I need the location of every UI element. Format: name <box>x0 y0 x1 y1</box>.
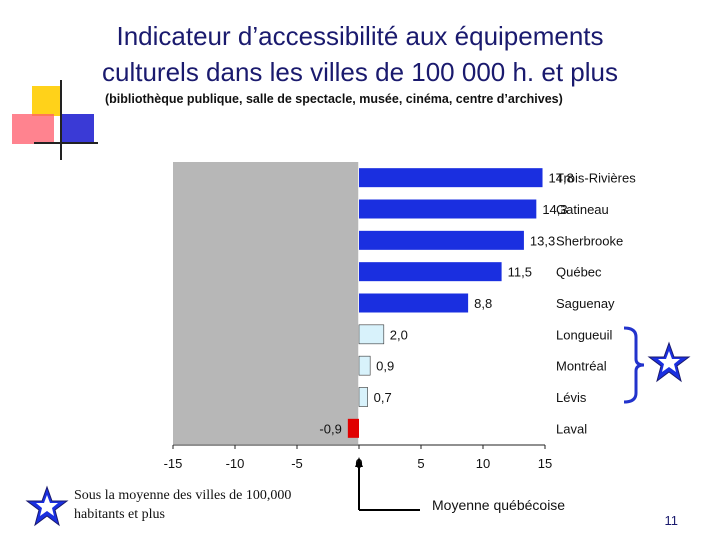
x-tick-label-0: -15 <box>164 456 183 471</box>
category-label-2: Sherbrooke <box>556 233 623 248</box>
data-label-3: 11,5 <box>508 265 532 280</box>
category-label-3: Québec <box>556 265 602 280</box>
decor-yellow-square <box>32 86 62 116</box>
category-label-8: Laval <box>556 421 587 436</box>
category-label-7: Lévis <box>556 390 587 405</box>
x-tick-label-4: 5 <box>417 456 424 471</box>
bar-0 <box>359 168 543 188</box>
bar-8 <box>347 418 359 438</box>
bar-7 <box>358 387 368 407</box>
decor-red-square <box>12 114 54 144</box>
bar-5 <box>358 324 385 345</box>
bar-6 <box>358 355 371 376</box>
x-tick-label-5: 10 <box>476 456 490 471</box>
star-icon-right <box>647 341 691 383</box>
bracket-below-average <box>623 326 645 404</box>
slide-title-line-2: culturels dans les villes de 100 000 h. … <box>102 57 618 87</box>
plot-background-negative <box>173 162 359 444</box>
x-tick-label-1: -10 <box>226 456 245 471</box>
data-label-5: 2,0 <box>390 327 408 342</box>
x-tick-label-2: -5 <box>291 456 303 471</box>
category-label-4: Saguenay <box>556 296 615 311</box>
data-label-1: 14,3 <box>542 202 567 217</box>
category-label-0: Trois-Rivières <box>556 171 636 186</box>
quebec-average-label: Moyenne québécoise <box>432 497 566 513</box>
category-label-5: Longueuil <box>556 327 612 342</box>
data-label-0: 14,8 <box>549 171 574 186</box>
data-label-7: 0,7 <box>374 390 392 405</box>
below-average-note-line-2: habitants et plus <box>74 507 165 522</box>
decor-vertical-line <box>60 80 62 160</box>
page-number: 11 <box>664 513 679 528</box>
data-label-2: 13,3 <box>530 233 555 248</box>
average-arrow <box>355 457 420 511</box>
bar-4 <box>359 293 469 313</box>
category-label-1: Gatineau <box>556 202 609 217</box>
slide-title-line-1: Indicateur d’accessibilité aux équipemen… <box>116 21 604 51</box>
category-label-6: Montréal <box>556 359 607 374</box>
x-tick-label-6: 15 <box>538 456 552 471</box>
bar-3 <box>359 262 502 282</box>
decor-blue-square <box>62 114 94 144</box>
data-label-6: 0,9 <box>376 359 394 374</box>
bar-1 <box>359 199 537 219</box>
below-average-note-line-1: Sous la moyenne des villes de 100,000 <box>74 488 292 503</box>
data-label-4: 8,8 <box>474 296 492 311</box>
star-icon <box>25 485 69 527</box>
bar-2 <box>359 230 524 250</box>
slide-subtitle: (bibliothèque publique, salle de spectac… <box>105 92 563 106</box>
decor-horizontal-line <box>34 142 98 144</box>
data-label-8: -0,9 <box>319 421 341 436</box>
